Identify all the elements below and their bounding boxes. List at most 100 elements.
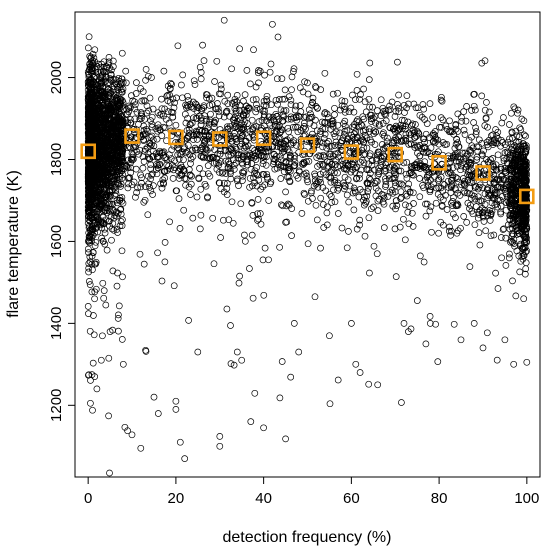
data-point <box>217 158 225 165</box>
data-point <box>446 223 453 231</box>
data-point <box>175 155 183 163</box>
data-point <box>175 145 183 153</box>
data-point <box>171 164 178 171</box>
data-point <box>379 120 387 127</box>
data-point <box>510 360 518 368</box>
data-point <box>443 206 451 213</box>
data-point <box>89 248 97 256</box>
data-point <box>323 221 331 229</box>
data-point <box>391 113 399 120</box>
data-point <box>416 252 424 260</box>
data-point <box>494 285 502 292</box>
data-point <box>321 69 329 77</box>
data-point <box>283 136 291 144</box>
data-point <box>439 139 447 146</box>
data-point <box>127 104 134 111</box>
data-point <box>139 164 147 172</box>
data-point <box>86 327 94 335</box>
data-point <box>470 119 477 126</box>
data-point <box>403 158 411 166</box>
data-point <box>252 122 260 130</box>
data-point <box>454 189 462 197</box>
data-point <box>86 281 94 288</box>
data-point <box>198 127 206 135</box>
data-point <box>326 190 334 198</box>
data-point <box>366 111 374 119</box>
data-point <box>108 66 115 74</box>
data-point <box>285 201 293 209</box>
data-point <box>449 210 457 218</box>
data-point <box>378 141 386 148</box>
data-point <box>419 135 427 143</box>
data-point <box>434 358 442 365</box>
data-point <box>374 207 382 214</box>
data-point <box>317 244 324 252</box>
data-point <box>85 33 93 41</box>
data-point <box>90 331 98 339</box>
data-point <box>251 179 259 186</box>
data-point <box>341 183 349 190</box>
data-point <box>197 211 205 219</box>
data-point <box>274 33 282 41</box>
data-point <box>244 104 252 112</box>
data-point <box>422 340 430 348</box>
data-point <box>100 294 108 302</box>
data-point <box>506 121 513 128</box>
data-point <box>476 241 484 249</box>
data-point <box>133 108 141 116</box>
data-point <box>101 229 109 237</box>
data-point <box>148 132 156 140</box>
data-point <box>347 137 355 145</box>
data-point <box>236 45 243 53</box>
data-point <box>247 165 255 173</box>
data-point <box>472 128 480 135</box>
data-point <box>342 140 350 148</box>
data-point <box>107 77 115 84</box>
x-tick-label: 60 <box>343 490 360 507</box>
data-point <box>353 70 361 78</box>
data-point <box>505 254 513 262</box>
data-point <box>115 327 122 335</box>
data-point <box>238 155 245 163</box>
data-point <box>100 238 107 245</box>
data-point <box>199 170 207 178</box>
data-point <box>140 260 148 268</box>
data-point <box>290 65 298 73</box>
data-point <box>366 136 374 144</box>
data-point <box>397 167 405 175</box>
data-point <box>241 237 249 245</box>
data-point <box>285 164 293 171</box>
data-point <box>153 135 161 143</box>
data-point <box>422 212 430 220</box>
data-point <box>500 114 507 121</box>
data-point <box>279 95 286 103</box>
data-point <box>492 269 499 277</box>
data-point <box>137 444 145 452</box>
data-point <box>197 152 205 160</box>
data-point <box>334 169 341 177</box>
data-point <box>195 174 202 182</box>
data-point <box>132 193 139 201</box>
data-point <box>216 442 224 450</box>
data-point <box>371 113 379 121</box>
data-point <box>395 180 403 188</box>
data-point <box>228 198 236 206</box>
data-point <box>468 171 476 179</box>
data-point <box>226 165 234 172</box>
data-point <box>93 385 101 393</box>
data-point <box>348 320 355 327</box>
data-point <box>470 320 478 327</box>
data-point <box>182 175 190 183</box>
data-point <box>182 181 189 189</box>
data-point <box>401 236 409 244</box>
data-point <box>105 54 113 61</box>
data-point <box>471 106 479 114</box>
data-point <box>327 193 335 200</box>
data-point <box>117 206 124 214</box>
data-point <box>163 92 171 100</box>
data-point <box>161 168 168 176</box>
data-point <box>159 148 166 156</box>
data-point <box>403 92 411 99</box>
data-point <box>380 194 388 202</box>
data-point <box>493 356 501 364</box>
